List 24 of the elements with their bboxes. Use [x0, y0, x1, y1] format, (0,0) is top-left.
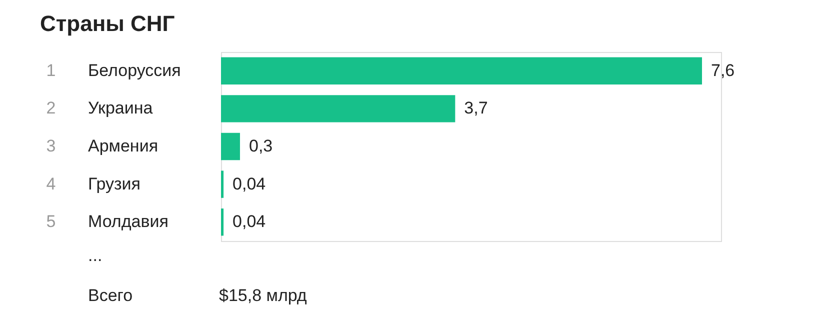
bar: [221, 95, 456, 122]
data-label: 0,3: [248, 136, 273, 156]
data-label: 7,6: [711, 60, 735, 80]
y-tick-label: Молдавия: [88, 212, 168, 232]
y-tick-label: Грузия: [88, 174, 141, 194]
data-label: 0,04: [232, 174, 266, 194]
text: 3: [46, 136, 56, 156]
chart-title: Страны СНГ: [40, 11, 176, 36]
bar: [221, 170, 224, 198]
data-label: 0,04: [232, 212, 266, 232]
bar: [221, 57, 702, 85]
text: $15,8 млрд: [219, 286, 307, 305]
y-tick-label: Украина: [88, 98, 154, 118]
bar: [221, 132, 240, 160]
text: 1: [46, 60, 56, 80]
data-label: 3,7: [464, 98, 488, 118]
text: 2: [46, 98, 56, 118]
bar: [221, 208, 224, 236]
y-tick-label: Белоруссия: [88, 60, 181, 80]
y-tick-label: Армения: [88, 136, 158, 156]
text: 4: [46, 174, 56, 194]
text: Всего: [88, 286, 133, 305]
text: 5: [46, 212, 56, 232]
text: ...: [88, 246, 102, 265]
